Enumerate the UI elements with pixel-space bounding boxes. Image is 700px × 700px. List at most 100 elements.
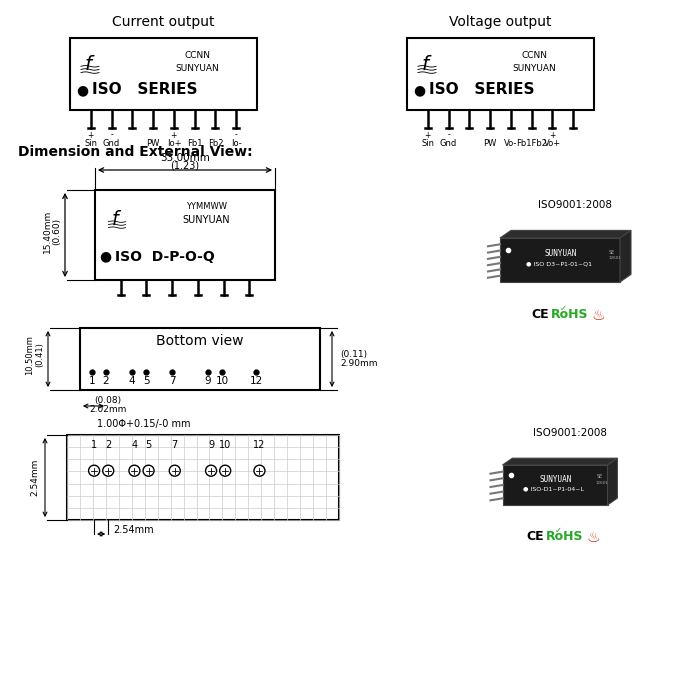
Text: ISO   SERIES: ISO SERIES (429, 83, 535, 97)
Circle shape (143, 466, 154, 476)
Text: RoHS: RoHS (552, 309, 589, 321)
Text: Fb1: Fb1 (187, 139, 202, 148)
Text: PW: PW (146, 139, 160, 148)
Text: ● ISO-D1~P1-04~L: ● ISO-D1~P1-04~L (524, 486, 584, 491)
Text: -: - (234, 130, 237, 139)
Text: +: + (425, 130, 431, 139)
Text: $\mathit{f}$: $\mathit{f}$ (84, 54, 96, 74)
Text: CCNN: CCNN (184, 52, 210, 60)
Text: 15.40mm: 15.40mm (43, 209, 52, 253)
Bar (407, 38, 594, 110)
Text: Sin: Sin (421, 139, 434, 148)
Text: ISO   SERIES: ISO SERIES (92, 83, 197, 97)
Text: Io-: Io- (231, 139, 241, 148)
Text: RoHS: RoHS (546, 531, 584, 543)
Text: SUNYUAN: SUNYUAN (175, 64, 219, 73)
Text: -: - (110, 130, 113, 139)
Text: ISO9001:2008: ISO9001:2008 (533, 428, 607, 438)
Text: +: + (171, 130, 177, 139)
Text: 1: 1 (91, 440, 97, 450)
Text: 5: 5 (146, 440, 152, 450)
Text: 12601: 12601 (608, 256, 622, 260)
Text: Gnd: Gnd (103, 139, 120, 148)
Text: 2: 2 (105, 440, 111, 450)
Text: 33.00mm: 33.00mm (160, 153, 210, 163)
Text: Voltage output: Voltage output (449, 15, 552, 29)
Text: (1.23): (1.23) (170, 161, 199, 171)
Circle shape (220, 466, 231, 476)
Text: Vo+: Vo+ (544, 139, 561, 148)
Polygon shape (503, 458, 617, 465)
Bar (95, 190, 275, 280)
Text: 12: 12 (253, 440, 266, 450)
Text: ♨: ♨ (586, 529, 600, 545)
Text: ● ISO D3~P1-01~Q1: ● ISO D3~P1-01~Q1 (526, 262, 592, 267)
Text: 10: 10 (216, 376, 229, 386)
Text: 10: 10 (219, 440, 231, 450)
Text: (0.11): (0.11) (340, 349, 367, 358)
Text: 4: 4 (132, 440, 137, 450)
Text: CE: CE (531, 309, 549, 321)
Text: ●: ● (76, 83, 88, 97)
Text: 1.00Φ+0.15/-0 mm: 1.00Φ+0.15/-0 mm (97, 419, 190, 429)
Text: SE: SE (609, 249, 615, 255)
Polygon shape (503, 465, 608, 505)
Circle shape (254, 466, 265, 476)
Text: YYMMWW: YYMMWW (186, 202, 227, 211)
Text: Io+: Io+ (167, 139, 181, 148)
Text: Bottom view: Bottom view (156, 334, 244, 348)
Text: 12: 12 (249, 376, 262, 386)
Text: 7: 7 (169, 376, 175, 386)
Bar (70, 38, 257, 110)
Text: (0.08): (0.08) (94, 395, 122, 405)
Text: Vo-: Vo- (504, 139, 517, 148)
Text: Fb2: Fb2 (208, 139, 223, 148)
Text: (0.60): (0.60) (52, 218, 62, 244)
Text: Sin: Sin (84, 139, 97, 148)
Circle shape (206, 466, 216, 476)
Circle shape (103, 466, 113, 476)
Text: ✓: ✓ (554, 526, 561, 535)
Text: $\mathit{f}$: $\mathit{f}$ (111, 209, 122, 229)
Text: 2.02mm: 2.02mm (90, 405, 127, 414)
Text: 7: 7 (172, 440, 178, 450)
Polygon shape (620, 230, 631, 282)
Text: ●: ● (413, 83, 425, 97)
Text: SE: SE (596, 475, 603, 480)
Bar (67, 435, 339, 520)
Text: +: + (88, 130, 94, 139)
Text: ISO  D-P-O-Q: ISO D-P-O-Q (115, 250, 215, 264)
Text: 2.54mm: 2.54mm (31, 458, 39, 496)
Text: PW: PW (484, 139, 497, 148)
Text: Current output: Current output (112, 15, 214, 29)
Text: ✓: ✓ (559, 304, 566, 312)
Text: 9: 9 (208, 440, 214, 450)
Text: 5: 5 (143, 376, 149, 386)
Polygon shape (500, 238, 620, 282)
Text: Gnd: Gnd (440, 139, 457, 148)
Text: 9: 9 (204, 376, 211, 386)
Circle shape (89, 466, 99, 476)
Text: 2.54mm: 2.54mm (113, 525, 154, 535)
Bar (80, 328, 320, 390)
Text: Fb1Fb2: Fb1Fb2 (516, 139, 547, 148)
Text: CE: CE (526, 531, 544, 543)
Text: SUNYUAN: SUNYUAN (540, 475, 572, 484)
Text: ●: ● (99, 250, 111, 264)
Polygon shape (500, 230, 631, 238)
Text: +: + (550, 130, 556, 139)
Text: SUNYUAN: SUNYUAN (545, 249, 578, 258)
Text: ISO9001:2008: ISO9001:2008 (538, 200, 612, 210)
Text: (0.41): (0.41) (36, 342, 45, 368)
Text: Dimension and External View:: Dimension and External View: (18, 145, 253, 159)
Text: 2.90mm: 2.90mm (340, 360, 377, 368)
Text: CCNN: CCNN (522, 52, 547, 60)
Text: $\mathit{f}$: $\mathit{f}$ (421, 54, 433, 74)
Circle shape (169, 466, 181, 476)
Text: 12601: 12601 (596, 481, 609, 485)
Text: 10.50mm: 10.50mm (25, 335, 34, 375)
Circle shape (129, 466, 140, 476)
Text: -: - (447, 130, 450, 139)
Text: 1: 1 (89, 376, 95, 386)
Text: SUNYUAN: SUNYUAN (512, 64, 556, 73)
